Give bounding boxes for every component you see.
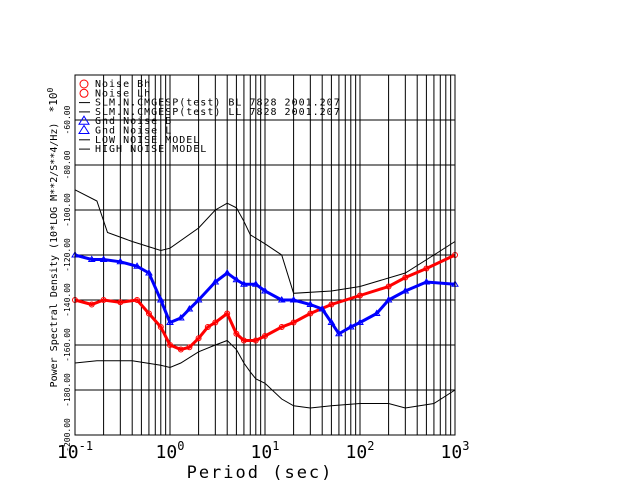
x-tick-label: 10-1 (57, 439, 93, 463)
y-tick-label: -200.00 (63, 418, 72, 452)
data-point (240, 337, 247, 344)
data-point (385, 283, 392, 290)
data-point (99, 255, 108, 262)
data-point (223, 269, 232, 276)
data-point (224, 310, 231, 317)
data-point (211, 278, 220, 285)
data-point (289, 296, 298, 303)
data-point (134, 297, 141, 303)
legend-label: LOW NOISE MODEL (95, 135, 200, 146)
data-point (186, 344, 193, 351)
legend-marker-circle (79, 88, 89, 98)
legend-label: Gnd Noise B (95, 116, 172, 127)
data-point (204, 324, 211, 330)
data-point (252, 337, 259, 344)
data-point (384, 296, 393, 303)
data-point (88, 301, 95, 308)
y-tick-label: -160.00 (63, 328, 72, 362)
plot-frame (74, 74, 456, 436)
data-point (402, 274, 409, 281)
data-point (307, 310, 314, 317)
data-point (328, 301, 335, 308)
data-point (166, 318, 174, 325)
data-point (261, 287, 269, 294)
legend-label: SLM.N.CMGESP(test) BL 7828 2001.207 (95, 98, 341, 109)
y-multiplier: *100 (46, 87, 60, 112)
data-point (156, 296, 165, 303)
series-layer (71, 189, 459, 409)
data-point (346, 323, 355, 330)
data-point (167, 342, 173, 348)
legend-marker-triangle (78, 124, 90, 134)
data-point (372, 309, 381, 316)
legend-label: Gnd Noise L (95, 126, 172, 137)
x-tick-label: 103 (441, 439, 470, 463)
y-tick-label: -80.00 (63, 150, 72, 179)
data-point (357, 292, 363, 299)
data-point (176, 314, 185, 321)
data-point (212, 319, 219, 326)
legend-label: Noise Bh (95, 79, 151, 90)
data-point (318, 305, 327, 312)
data-point (145, 310, 152, 317)
data-point (278, 324, 285, 330)
y-tick-label: -100.00 (63, 193, 72, 227)
data-point (422, 278, 431, 285)
data-point (240, 280, 248, 287)
data-point (356, 318, 364, 325)
legend-label: SLM.N.CMGESP(test) LL 7828 2001.207 (95, 107, 341, 118)
data-point (335, 329, 343, 337)
data-point (116, 257, 125, 265)
legend-label: Noise Lh (95, 88, 151, 99)
series-line-high-noise-model (74, 189, 456, 294)
data-point (157, 324, 164, 330)
legend-marker-triangle (78, 115, 90, 125)
data-point (262, 333, 268, 339)
y-tick-label: -140.00 (63, 283, 72, 317)
y-tick-label: -120.00 (63, 238, 72, 272)
legend-marker-circle (79, 79, 89, 89)
x-tick-labels: 10-1 100 101 102 103 (57, 439, 470, 463)
data-point (290, 319, 297, 326)
data-point (251, 280, 260, 287)
data-point (277, 296, 286, 303)
data-point (133, 262, 141, 269)
series-line-gnd-noise-b-gnd-noise-l (74, 253, 456, 336)
y-axis-label: Power Spectral Density (10*LOG M**2/S**4… (49, 123, 60, 388)
data-point (185, 305, 194, 312)
y-tick-labels: -60.00 -80.00 -100.00 -120.00 -140.00 -160.00… (63, 105, 72, 451)
data-point (194, 296, 203, 303)
data-point (233, 330, 240, 337)
legend-label: HIGH NOISE MODEL (95, 144, 207, 155)
data-point (232, 275, 241, 283)
x-tick-label: 100 (156, 439, 185, 463)
data-point (100, 297, 107, 303)
series-line-low-noise-model (74, 339, 456, 409)
data-point (145, 269, 153, 276)
grid (74, 74, 455, 436)
y-tick-label: -60.00 (63, 105, 72, 134)
data-point (117, 299, 124, 306)
x-tick-label: 102 (346, 439, 375, 463)
data-point (177, 346, 184, 353)
data-point (87, 255, 96, 262)
data-point (195, 335, 202, 342)
data-point (327, 318, 336, 325)
data-point (306, 300, 315, 307)
x-tick-label: 101 (251, 439, 280, 463)
data-point (423, 265, 430, 272)
data-point (401, 287, 410, 294)
series-line-noise-bh-noise-lh (74, 253, 456, 352)
x-axis-label: Period (sec) (187, 463, 334, 480)
y-tick-label: -180.00 (63, 373, 72, 407)
